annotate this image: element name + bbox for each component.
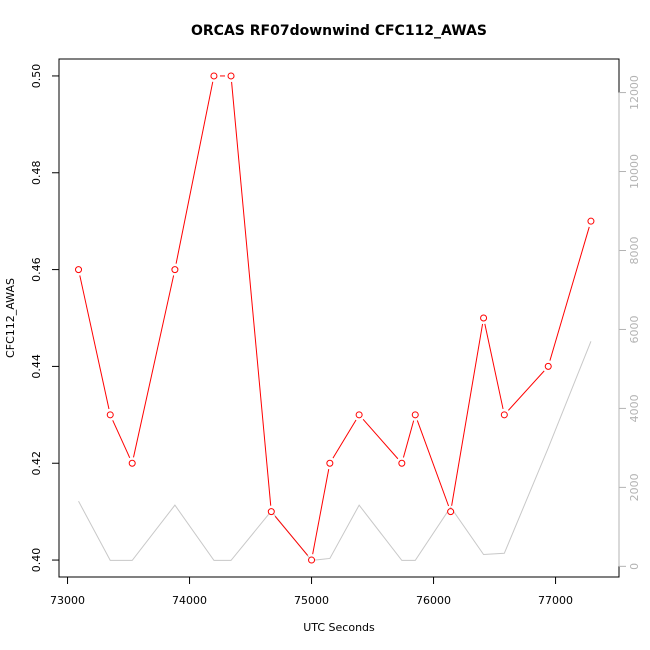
data-point: [500, 411, 508, 419]
series-segment: [549, 226, 590, 361]
data-point: [411, 411, 419, 419]
series-segment: [507, 370, 545, 411]
series-segment: [402, 420, 415, 458]
data-point: [75, 266, 83, 274]
series-layer: [75, 72, 595, 564]
y-axis-left: 0.40 0.42 0.44 0.46 0.48 0.50: [30, 64, 60, 573]
data-point: [128, 459, 136, 467]
series-segment: [112, 420, 131, 458]
data-point: [587, 217, 595, 225]
series-red: [75, 72, 595, 564]
series-segment: [451, 323, 484, 506]
series-segment: [416, 420, 450, 507]
data-point: [308, 556, 316, 564]
series-segment: [362, 418, 399, 460]
series-segment: [332, 419, 357, 459]
y-tick-label: 0.44: [30, 354, 43, 379]
x-tick-label: 77000: [538, 594, 573, 607]
series-segment: [231, 81, 272, 506]
y2-tick-label: 4000: [628, 394, 641, 422]
x-tick-label: 76000: [416, 594, 451, 607]
data-point: [355, 411, 363, 419]
y-tick-label: 0.40: [30, 548, 43, 573]
data-point: [106, 411, 114, 419]
chart-title: ORCAS RF07downwind CFC112_AWAS: [191, 23, 487, 39]
data-point: [227, 72, 235, 80]
data-point: [398, 459, 406, 467]
y-axis-right: 0 2000 4000 6000 8000 10000 12000: [618, 75, 641, 570]
y2-tick-label: 8000: [628, 236, 641, 264]
x-tick-label: 73000: [50, 594, 85, 607]
data-point: [447, 508, 455, 516]
y2-tick-label: 6000: [628, 315, 641, 343]
y-tick-label: 0.48: [30, 161, 43, 186]
data-point: [210, 72, 218, 80]
data-point: [171, 266, 179, 274]
series-segment: [484, 323, 504, 410]
y-tick-label: 0.42: [30, 451, 43, 476]
series-segment: [79, 275, 110, 410]
series-segment: [175, 81, 214, 264]
data-point: [326, 459, 334, 467]
series-segment: [274, 515, 309, 556]
data-point: [544, 362, 552, 370]
y-axis-label: CFC112_AWAS: [4, 278, 17, 358]
series-line: [78, 341, 592, 561]
y-tick-label: 0.50: [30, 64, 43, 89]
series-segment: [312, 469, 330, 555]
x-tick-label: 75000: [294, 594, 329, 607]
y2-tick-label: 10000: [628, 154, 641, 189]
y2-tick-label: 12000: [628, 75, 641, 110]
y2-tick-label: 0: [628, 563, 641, 570]
y-tick-label: 0.46: [30, 257, 43, 282]
data-point: [480, 314, 488, 322]
series-grey: [78, 341, 592, 561]
x-axis: 73000 74000 75000 76000 77000: [50, 576, 573, 607]
x-tick-label: 74000: [172, 594, 207, 607]
data-point: [267, 508, 275, 516]
x-axis-label: UTC Seconds: [303, 621, 375, 634]
y2-tick-label: 2000: [628, 473, 641, 501]
series-segment: [133, 275, 175, 458]
